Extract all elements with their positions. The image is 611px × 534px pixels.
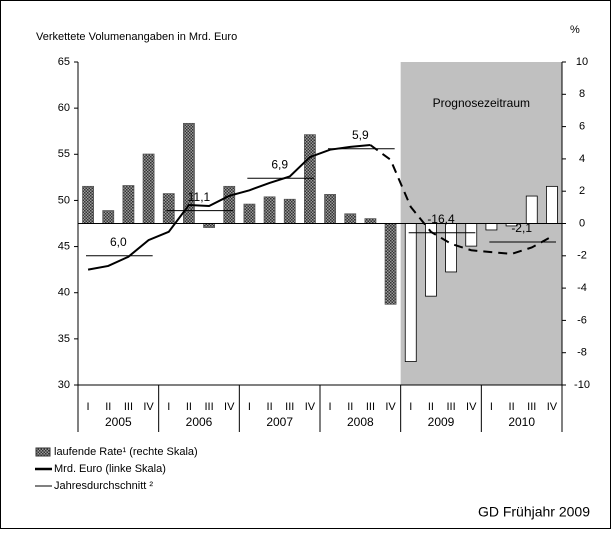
- growth-label: 6,9: [271, 157, 288, 171]
- x-tick-label: I: [87, 401, 90, 413]
- x-tick-label: I: [409, 401, 412, 413]
- bar: [102, 210, 115, 224]
- x-tick-label: IV: [385, 401, 396, 413]
- y2-tick-label: -4: [577, 282, 587, 294]
- bar: [546, 185, 558, 224]
- x-tick-label: IV: [466, 401, 477, 413]
- growth-label: -2,1: [511, 221, 532, 235]
- y2-tick-label: -6: [577, 314, 587, 326]
- bar: [243, 203, 256, 224]
- x-tick-label: IV: [547, 401, 558, 413]
- bar: [525, 195, 538, 224]
- x-tick-label: II: [509, 401, 515, 413]
- shade-label: Prognosezeitraum: [433, 96, 530, 110]
- y-tick-label: 50: [58, 194, 70, 206]
- x-tick-label: III: [204, 401, 213, 413]
- x-tick-label: I: [248, 401, 251, 413]
- line: [369, 144, 553, 255]
- y-tick-label: 35: [58, 333, 70, 345]
- bar: [445, 223, 457, 273]
- legend-label: Mrd. Euro (linke Skala): [54, 463, 166, 475]
- year-label: 2006: [186, 415, 213, 429]
- x-tick-label: I: [329, 401, 332, 413]
- y-tick-label: 65: [58, 56, 70, 68]
- x-tick-label: IV: [305, 401, 316, 413]
- bar: [162, 193, 175, 224]
- legend-label: Jahresdurchschnitt ²: [54, 480, 153, 492]
- x-tick-label: II: [105, 401, 111, 413]
- bar: [404, 223, 417, 362]
- y2-tick-label: 4: [579, 153, 585, 165]
- x-tick-label: IV: [224, 401, 235, 413]
- bar: [465, 223, 478, 247]
- bar: [304, 134, 316, 224]
- bar: [344, 213, 357, 224]
- y-tick-label: 55: [58, 148, 70, 160]
- legend-label: laufende Rate¹ (rechte Skala): [54, 446, 198, 458]
- line: [87, 144, 371, 271]
- x-tick-label: II: [267, 401, 273, 413]
- x-tick-label: III: [124, 401, 133, 413]
- y-tick-label: 30: [58, 379, 70, 391]
- x-tick-label: II: [186, 401, 192, 413]
- x-tick-label: III: [446, 401, 455, 413]
- chart-title: Verkettete Volumenangaben in Mrd. Euro: [36, 31, 237, 43]
- bar: [384, 223, 397, 305]
- bar: [223, 185, 236, 224]
- y2-tick-label: 2: [579, 185, 585, 197]
- y-tick-label: 60: [58, 102, 70, 114]
- growth-label: 11,1: [188, 190, 211, 204]
- growth-label: -16,4: [427, 212, 455, 226]
- source: GD Frühjahr 2009: [478, 504, 590, 520]
- bar: [283, 198, 296, 224]
- x-tick-label: III: [527, 401, 536, 413]
- bar: [183, 122, 195, 224]
- legend-swatch: [35, 447, 51, 457]
- y2-tick-label: 8: [579, 88, 585, 100]
- year-label: 2009: [428, 415, 455, 429]
- bar: [82, 185, 94, 224]
- y2-tick-label: 0: [579, 217, 585, 229]
- bar: [142, 153, 155, 224]
- bar: [203, 223, 215, 228]
- y-tick-label: 45: [58, 240, 70, 252]
- y-tick-label: 40: [58, 287, 70, 299]
- growth-label: 5,9: [352, 128, 369, 142]
- x-tick-label: I: [167, 401, 170, 413]
- x-tick-label: IV: [143, 401, 154, 413]
- y2-tick-label: -10: [574, 379, 590, 391]
- y2-tick-label: -8: [577, 347, 587, 359]
- year-label: 2008: [347, 415, 374, 429]
- x-tick-label: I: [490, 401, 493, 413]
- bar: [485, 223, 498, 231]
- y2-tick-label: -2: [577, 250, 587, 262]
- x-tick-label: II: [347, 401, 353, 413]
- x-tick-label: III: [366, 401, 375, 413]
- y2-tick-label: 6: [579, 121, 585, 133]
- x-tick-label: II: [428, 401, 434, 413]
- growth-label: 6,0: [110, 235, 127, 249]
- bar: [324, 194, 336, 224]
- x-tick-label: III: [285, 401, 294, 413]
- bar: [263, 196, 276, 224]
- year-label: 2007: [266, 415, 293, 429]
- bar: [364, 218, 377, 224]
- y2-tick-label: 10: [576, 56, 588, 68]
- y2-unit: %: [570, 24, 580, 36]
- bar: [122, 185, 135, 224]
- year-label: 2005: [105, 415, 132, 429]
- year-label: 2010: [508, 415, 535, 429]
